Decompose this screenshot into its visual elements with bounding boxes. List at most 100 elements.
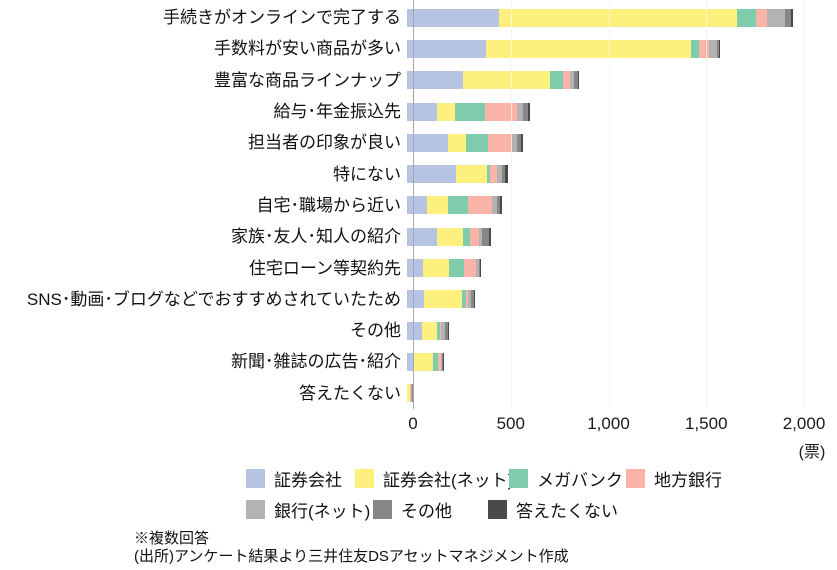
bar-segment [422,321,438,340]
bar-segment [497,165,503,184]
bar-segment [407,71,464,90]
bar-segment [755,8,767,27]
bar-segment [717,39,719,58]
category-label: その他 [350,321,401,341]
legend-item: 銀行(ネット) [246,497,370,522]
x-tick-label: 0 [408,414,418,433]
legend-swatch [488,500,507,519]
bar-segment [473,290,475,309]
bar-rows: 手続きがオンラインで完了する 手数料が安い商品が多い 豊富な商品ラインナップ 給与･年… [0,2,837,409]
bar-segment [516,102,523,121]
bar-segment [485,102,517,121]
bar-row: 新聞･雑誌の広告･紹介 [0,346,837,377]
bar-segment [407,8,499,27]
bar-row: 手数料が安い商品が多い [0,33,837,64]
bar-segment [486,39,692,58]
legend-swatch [626,469,645,488]
bar-track [407,259,798,278]
category-label: 住宅ローン等契約先 [248,258,401,278]
bar-segment [502,165,506,184]
bar-segment [437,227,463,246]
category-label: 手数料が安い商品が多い [214,39,401,59]
bar-segment [449,259,465,278]
bar-row: 手続きがオンラインで完了する [0,2,837,33]
bar-track [407,384,798,403]
bar-segment [466,133,488,152]
legend-swatch [246,500,265,519]
bar-segment [488,227,492,246]
legend-label: 銀行(ネット) [274,502,371,521]
bar-segment [479,227,482,246]
bar-segment [407,259,424,278]
bar-row: 家族･友人･知人の紹介 [0,221,837,252]
bar-segment [550,71,563,90]
bar-track [407,8,798,27]
footnote-multiple-answers: ※複数回答 [134,530,210,547]
bar-segment [407,165,456,184]
bar-segment [407,290,424,309]
bar-segment [407,352,415,371]
bar-segment [407,321,423,340]
bar-segment [407,196,428,215]
axis-unit-label: (票) [798,444,826,461]
bar-segment [442,352,444,371]
bar-track [407,71,798,90]
bar-segment [467,196,493,215]
bar-segment [481,227,489,246]
bar-segment [785,8,792,27]
bar-row: SNS･動画･ブログなどでおすすめされていたため [0,284,837,315]
bar-segment [487,133,512,152]
legend-label: 地方銀行 [654,471,722,490]
bar-segment [447,196,468,215]
bar-row: 豊富な商品ラインナップ [0,65,837,96]
bar-segment [407,133,448,152]
bar-row: 担当者の印象が良い [0,127,837,158]
bar-segment [438,352,441,371]
bar-track [407,290,798,309]
bar-segment [468,290,471,309]
legend-item: 答えたくない [488,497,618,522]
bar-segment [407,102,437,121]
category-label: 担当者の印象が良い [248,133,401,153]
bar-segment [441,321,445,340]
category-label: 自宅･職場から近い [256,195,402,215]
category-label: 特にない [333,164,401,184]
bar-segment [424,290,462,309]
category-label: SNS･動画･ブログなどでおすすめされていたため [26,289,401,309]
bar-track [407,133,798,152]
legend-label: 答えたくない [516,502,618,521]
bar-segment [447,321,449,340]
legend-swatch [246,469,265,488]
bar-row: 住宅ローン等契約先 [0,252,837,283]
legend-swatch [509,469,528,488]
bar-segment [407,39,487,58]
x-tick-label: 500 [496,414,525,433]
bar-segment [570,71,574,90]
bar-row: 特にない [0,158,837,189]
bar-segment [410,384,412,403]
legend-item: 地方銀行 [626,466,722,491]
bar-segment [520,133,523,152]
legend-label: 証券会社(ネット) [383,471,514,490]
bar-segment [737,8,756,27]
bar-segment [573,71,578,90]
bar-segment [480,259,482,278]
bar-segment [577,71,579,90]
legend-item: 証券会社 [246,466,342,491]
legend-label: その他 [401,502,452,521]
legend-swatch [373,500,392,519]
category-label: 家族･友人･知人の紹介 [231,227,401,247]
bar-segment [489,165,498,184]
footnote-source: (出所)アンケート結果より三井住友DSアセットマネジメント作成 [134,548,569,565]
bar-segment [699,39,710,58]
bar-segment [427,196,448,215]
bar-segment [411,384,412,403]
bar-segment [709,39,718,58]
bar-segment [436,102,455,121]
bar-segment [470,290,474,309]
bar-segment [462,227,470,246]
bar-segment [454,102,486,121]
bar-segment [505,165,509,184]
bar-row: その他 [0,315,837,346]
bar-segment [718,39,720,58]
